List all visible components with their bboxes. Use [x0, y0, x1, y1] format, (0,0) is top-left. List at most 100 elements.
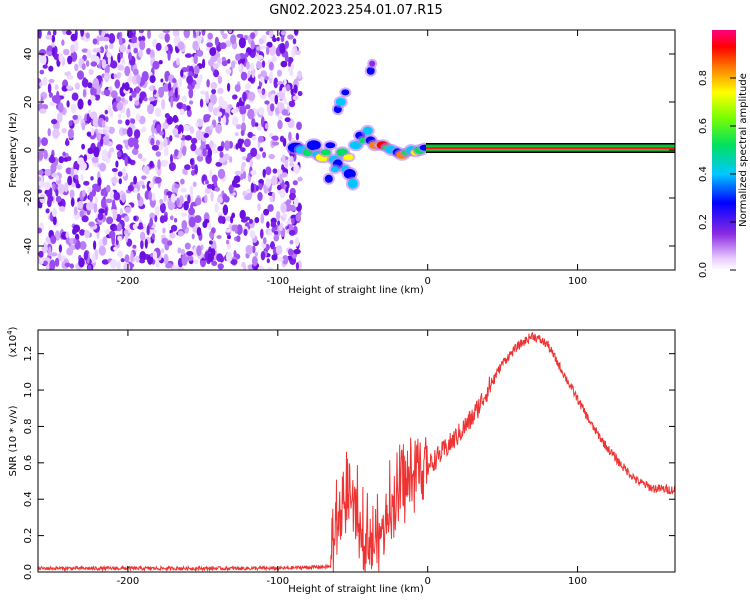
- noise-speckle: [256, 55, 264, 60]
- noise-speckle: [72, 114, 78, 120]
- noise-speckle: [79, 241, 87, 250]
- noise-speckle: [117, 171, 123, 177]
- noise-speckle: [176, 57, 180, 66]
- noise-speckle: [163, 160, 169, 165]
- noise-speckle: [150, 137, 155, 146]
- noise-speckle: [260, 213, 265, 224]
- noise-speckle: [270, 241, 275, 250]
- noise-speckle: [156, 124, 162, 134]
- noise-speckle: [249, 230, 256, 239]
- signal-blob: [320, 149, 331, 156]
- noise-speckle: [291, 217, 295, 225]
- noise-speckle: [67, 55, 73, 65]
- noise-speckle: [279, 188, 286, 199]
- noise-speckle: [168, 162, 176, 172]
- noise-speckle: [211, 248, 216, 257]
- noise-speckle: [271, 135, 279, 140]
- noise-speckle: [212, 149, 219, 154]
- noise-speckle: [117, 119, 123, 125]
- noise-speckle: [74, 174, 79, 180]
- noise-speckle: [280, 35, 285, 43]
- noise-speckle: [268, 229, 272, 236]
- noise-speckle: [277, 119, 283, 130]
- noise-speckle: [142, 165, 150, 174]
- noise-speckle: [124, 206, 131, 213]
- snr-y-tick-label: 0.2: [23, 528, 34, 544]
- noise-speckle: [148, 85, 154, 91]
- noise-speckle: [236, 224, 243, 236]
- noise-speckle: [163, 145, 169, 157]
- noise-speckle: [109, 190, 115, 202]
- snr-x-tick-label: -200: [117, 576, 140, 587]
- noise-speckle: [265, 178, 272, 187]
- noise-speckle: [65, 167, 73, 175]
- noise-speckle: [104, 30, 109, 34]
- noise-speckle: [269, 196, 274, 202]
- noise-speckle: [99, 162, 107, 172]
- noise-speckle: [70, 166, 75, 176]
- noise-speckle: [214, 186, 221, 192]
- noise-speckle: [42, 64, 48, 69]
- noise-speckle: [81, 63, 86, 71]
- noise-speckle: [259, 147, 264, 152]
- noise-speckle: [242, 171, 247, 180]
- noise-speckle: [217, 75, 223, 84]
- noise-speckle: [278, 224, 283, 232]
- noise-speckle: [50, 235, 57, 245]
- signal-blob: [362, 126, 373, 135]
- noise-speckle: [124, 254, 130, 263]
- noise-speckle: [215, 123, 223, 134]
- noise-speckle: [121, 193, 126, 203]
- noise-speckle: [193, 259, 199, 265]
- noise-speckle: [47, 83, 52, 94]
- noise-speckle: [188, 88, 194, 99]
- noise-speckle: [205, 91, 209, 102]
- noise-speckle: [251, 118, 256, 128]
- noise-speckle: [133, 47, 138, 54]
- noise-speckle: [222, 115, 227, 126]
- noise-speckle: [104, 109, 109, 115]
- noise-speckle: [77, 157, 85, 166]
- noise-speckle: [57, 183, 65, 194]
- carrier-band: [426, 143, 675, 153]
- noise-speckle: [289, 229, 296, 236]
- noise-speckle: [242, 91, 247, 102]
- noise-speckle: [243, 228, 248, 236]
- noise-speckle: [269, 61, 274, 71]
- noise-speckle: [196, 245, 202, 257]
- noise-speckle: [104, 44, 109, 50]
- noise-speckle: [292, 38, 297, 45]
- noise-speckle: [130, 251, 134, 262]
- noise-speckle: [101, 259, 109, 265]
- noise-speckle: [121, 57, 126, 65]
- noise-speckle: [287, 34, 294, 40]
- noise-speckle: [263, 237, 267, 245]
- noise-speckle: [124, 215, 130, 222]
- noise-speckle: [51, 34, 56, 43]
- snr-multiplier: (x104): [6, 326, 19, 357]
- noise-speckle: [70, 197, 75, 207]
- noise-speckle: [91, 253, 96, 264]
- noise-speckle: [38, 176, 42, 182]
- noise-speckle: [188, 216, 196, 228]
- noise-speckle: [225, 251, 233, 263]
- noise-speckle: [109, 147, 115, 153]
- noise-speckle: [82, 89, 87, 98]
- noise-speckle: [151, 233, 155, 240]
- noise-speckle: [195, 129, 203, 141]
- noise-speckle: [255, 185, 259, 192]
- noise-speckle: [210, 94, 215, 100]
- noise-speckle: [211, 227, 216, 234]
- noise-speckle: [133, 68, 139, 76]
- noise-speckle: [204, 114, 211, 119]
- noise-speckle: [81, 78, 89, 88]
- noise-speckle: [106, 216, 114, 225]
- noise-speckle: [164, 45, 169, 52]
- noise-speckle: [183, 124, 190, 131]
- noise-speckle: [90, 176, 94, 181]
- noise-speckle: [94, 196, 98, 204]
- noise-speckle: [176, 102, 183, 109]
- noise-speckle: [119, 208, 123, 215]
- noise-speckle: [110, 90, 118, 99]
- noise-speckle: [98, 129, 103, 134]
